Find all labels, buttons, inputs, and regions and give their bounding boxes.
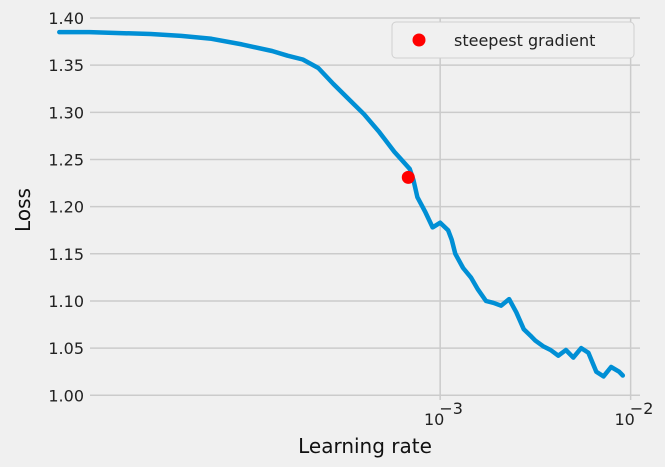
loss-series xyxy=(57,29,626,379)
grid xyxy=(90,17,640,400)
legend-label: steepest gradient xyxy=(454,31,595,50)
y-tick-label: 1.30 xyxy=(48,103,84,122)
y-tick-label: 1.05 xyxy=(48,339,84,358)
loss-line xyxy=(57,29,626,379)
x-tick-exponent: −3 xyxy=(439,399,463,418)
y-tick-label: 1.20 xyxy=(48,198,84,217)
x-tick-label: 10 xyxy=(614,410,634,429)
legend-marker-icon xyxy=(412,33,426,47)
marker-points xyxy=(401,170,415,184)
x-tick-labels: 10−310−2 xyxy=(424,399,653,429)
y-tick-label: 1.15 xyxy=(48,245,84,264)
y-tick-label: 1.40 xyxy=(48,9,84,28)
steepest-gradient-point xyxy=(401,170,415,184)
y-tick-label: 1.25 xyxy=(48,150,84,169)
y-tick-label: 1.00 xyxy=(48,386,84,405)
x-tick-exponent: −2 xyxy=(630,399,654,418)
y-tick-labels: 1.00 1.05 1.10 1.15 1.20 1.25 1.30 1.35 1.40 xyxy=(48,9,84,405)
legend: steepest gradient xyxy=(391,21,635,59)
y-axis-title: Loss xyxy=(11,188,35,232)
x-tick-label: 10 xyxy=(424,410,444,429)
y-tick-label: 1.35 xyxy=(48,56,84,75)
y-tick-label: 1.10 xyxy=(48,292,84,311)
x-axis-title: Learning rate xyxy=(298,434,432,458)
legend-box xyxy=(391,21,635,59)
